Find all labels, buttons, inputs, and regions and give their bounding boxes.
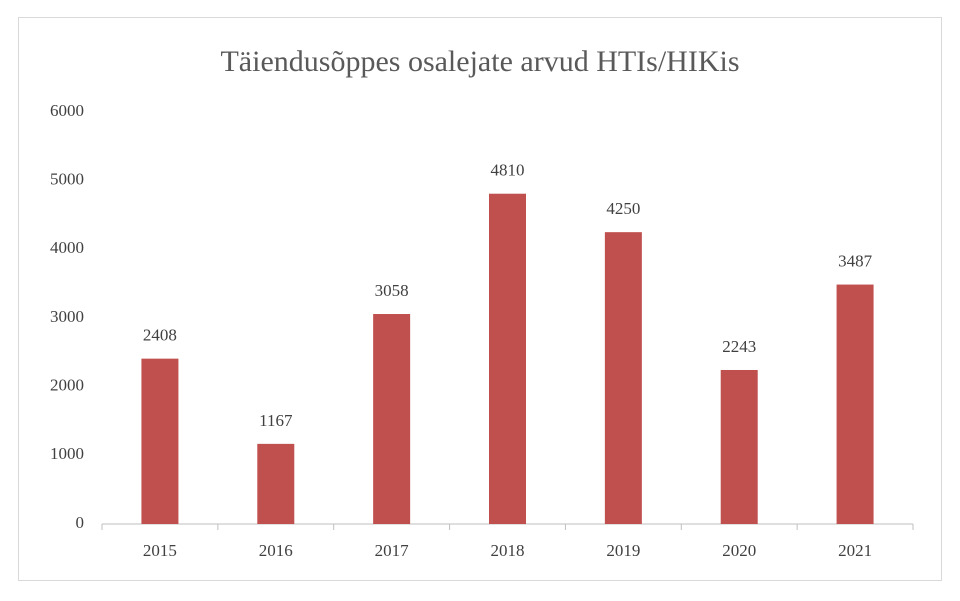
data-label: 2408 bbox=[143, 326, 177, 345]
bar bbox=[720, 369, 758, 524]
data-label: 4810 bbox=[491, 161, 525, 180]
x-tick-label: 2015 bbox=[143, 541, 177, 560]
x-tick-label: 2021 bbox=[838, 541, 872, 560]
data-label: 1167 bbox=[259, 411, 293, 430]
y-tick-label: 0 bbox=[76, 513, 85, 532]
x-tick-label: 2018 bbox=[491, 541, 525, 560]
data-label: 3487 bbox=[838, 251, 873, 270]
bar bbox=[373, 314, 411, 524]
y-tick-label: 6000 bbox=[50, 101, 84, 120]
data-label: 3058 bbox=[375, 281, 409, 300]
bar bbox=[257, 443, 295, 524]
y-tick-label: 3000 bbox=[50, 307, 84, 326]
y-tick-label: 5000 bbox=[50, 170, 84, 189]
x-tick-label: 2020 bbox=[722, 541, 756, 560]
bar bbox=[604, 232, 642, 524]
bar bbox=[836, 284, 874, 524]
y-tick-label: 4000 bbox=[50, 238, 84, 257]
bar bbox=[141, 358, 179, 524]
x-tick-label: 2019 bbox=[606, 541, 640, 560]
x-tick-label: 2017 bbox=[375, 541, 410, 560]
y-tick-label: 2000 bbox=[50, 376, 84, 395]
chart-title: Täiendusõppes osalejate arvud HTIs/HIKis bbox=[220, 45, 739, 78]
y-tick-label: 1000 bbox=[50, 444, 84, 463]
data-label: 2243 bbox=[722, 337, 756, 356]
data-label: 4250 bbox=[606, 199, 640, 218]
bar bbox=[489, 193, 526, 525]
x-tick-label: 2016 bbox=[259, 541, 293, 560]
